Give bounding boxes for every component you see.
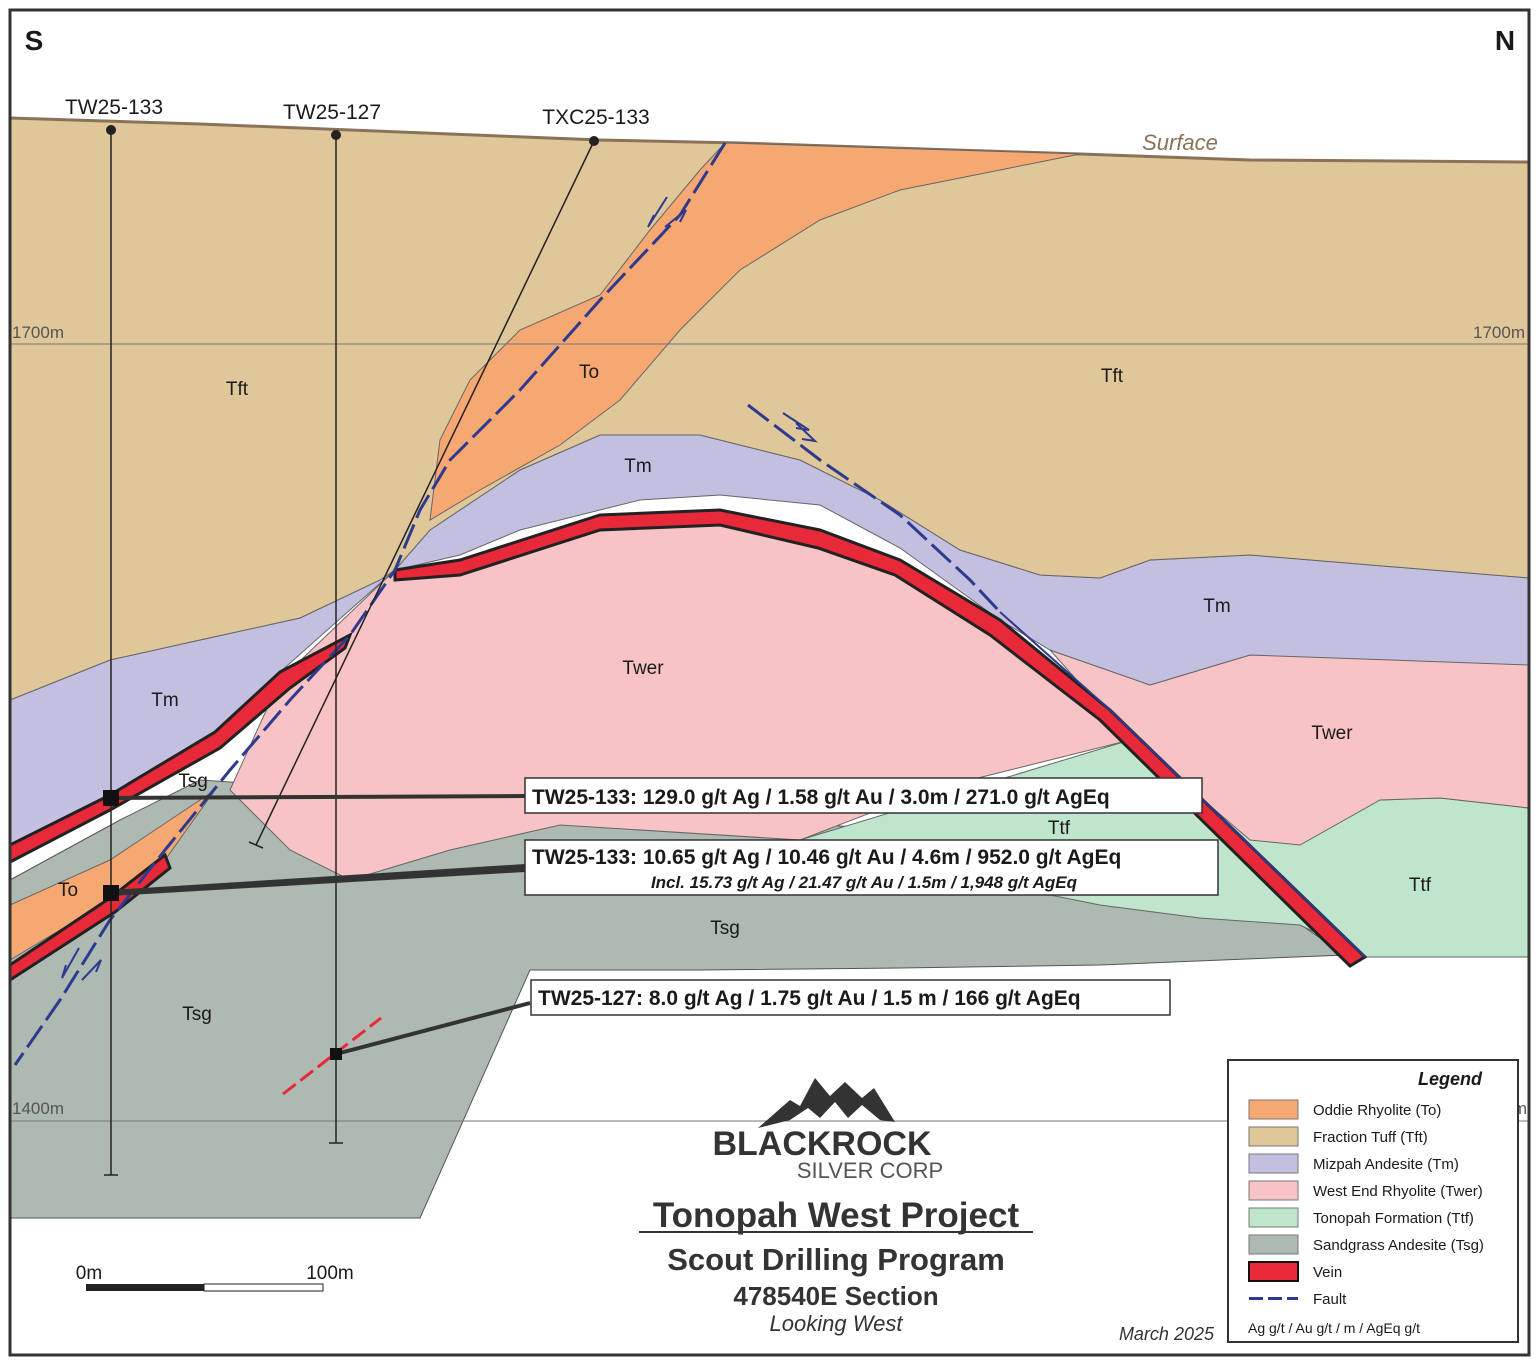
legend-item: Mizpah Andesite (Tm): [1248, 1153, 1459, 1174]
fault-arrow-6: [81, 959, 102, 981]
drill-trace-txc25-133: [255, 140, 595, 846]
leader-2: [111, 864, 525, 896]
legend-swatch: [1248, 1099, 1299, 1120]
elev-label-1700-right: 1700m: [1473, 323, 1525, 342]
title-main: Tonopah West Project: [653, 1196, 1020, 1235]
legend-swatch: [1248, 1126, 1299, 1147]
intercept-marker-3: [330, 1048, 342, 1060]
collar-tw25-127: [331, 130, 341, 140]
hole-label-tw25-133: TW25-133: [65, 96, 163, 119]
legend-item: Tonopah Formation (Ttf): [1248, 1207, 1474, 1228]
elev-label-1700-left: 1700m: [12, 323, 64, 342]
intercept-text-1: TW25-133: 129.0 g/t Ag / 1.58 g/t Au / 3…: [532, 786, 1110, 809]
fault-north-trace: [999, 611, 1366, 958]
intercept-box-1: [524, 777, 1203, 814]
legend-swatch: [1248, 1207, 1299, 1228]
fault-minor-red: [282, 1016, 382, 1096]
label-tm-center: Tm: [624, 456, 651, 477]
legend-items: Oddie Rhyolite (To) Fraction Tuff (Tft) Mi…: [1248, 1099, 1484, 1308]
fault-north: [747, 403, 1002, 614]
fault-arrow-4: [795, 422, 819, 443]
legend-item: Oddie Rhyolite (To): [1248, 1099, 1441, 1120]
leader-1: [110, 794, 526, 800]
intercept-box-2: [524, 839, 1219, 896]
label-tsg-upper: Tsg: [178, 771, 208, 792]
vein-left-upper: [8, 631, 353, 865]
legend-item-label: Sandgrass Andesite (Tsg): [1313, 1237, 1484, 1254]
legend-item-label: Fraction Tuff (Tft): [1313, 1129, 1428, 1146]
scale-label-0: 0m: [76, 1263, 102, 1284]
label-to-upper: To: [579, 362, 599, 383]
label-twer-right: Twer: [1311, 723, 1353, 744]
fault-arrow-3: [782, 412, 810, 431]
intercept-text-2: TW25-133: 10.65 g/t Ag / 10.46 g/t Au / …: [532, 846, 1121, 869]
title-view: Looking West: [770, 1311, 904, 1336]
legend-item-label: Vein: [1313, 1264, 1342, 1281]
unit-to-lower: [9, 789, 216, 961]
label-tsg-lower: Tsg: [182, 1004, 212, 1025]
vein-main: [393, 508, 1368, 968]
fault-arrow-1: [647, 196, 668, 228]
legend-item-label: Oddie Rhyolite (To): [1313, 1102, 1441, 1119]
intercept-box-3: [530, 979, 1171, 1016]
legend-item: Sandgrass Andesite (Tsg): [1248, 1234, 1484, 1255]
logo-mountain-icon: [758, 1078, 895, 1128]
legend-item-label: Mizpah Andesite (Tm): [1313, 1156, 1459, 1173]
south-label: S: [25, 25, 44, 56]
legend-item-label: Tonopah Formation (Ttf): [1313, 1210, 1474, 1227]
legend-item-label: West End Rhyolite (Twer): [1313, 1183, 1483, 1200]
title-subtitle: Scout Drilling Program: [667, 1242, 1005, 1277]
north-label: N: [1495, 25, 1515, 56]
intercept-marker-2: [103, 885, 119, 901]
logo-line2: SILVER CORP: [797, 1158, 943, 1183]
leader-3: [335, 1001, 531, 1056]
intercept-marker-1: [103, 790, 119, 806]
fault-arrow-2: [664, 209, 687, 228]
fault-arrow-5: [61, 947, 80, 979]
scale-label-100: 100m: [306, 1263, 354, 1284]
logo-line1: BLACKROCK: [712, 1125, 932, 1163]
legend-item: Fraction Tuff (Tft): [1248, 1126, 1428, 1147]
label-twer-center: Twer: [622, 658, 664, 679]
hole-label-txc25-133: TXC25-133: [542, 106, 649, 129]
title-section: 478540E Section: [733, 1281, 938, 1311]
legend-swatch: [1248, 1180, 1299, 1201]
logo: BLACKROCK SILVER CORP: [712, 1078, 943, 1183]
legend-item: West End Rhyolite (Twer): [1248, 1180, 1483, 1201]
label-tsg-center: Tsg: [710, 918, 740, 939]
legend-item-label: Fault: [1313, 1291, 1347, 1308]
label-tm-right: Tm: [1203, 596, 1230, 617]
scale-bar-dark: [86, 1284, 204, 1291]
label-tft-right: Tft: [1101, 366, 1124, 387]
date-label: March 2025: [1119, 1324, 1215, 1344]
drill-end-txc25-133: [248, 841, 264, 849]
collar-txc25-133: [589, 136, 599, 146]
label-to-lower: To: [58, 880, 78, 901]
elev-label-1400-left: 1400m: [12, 1099, 64, 1118]
intercept-text-3: TW25-127: 8.0 g/t Ag / 1.75 g/t Au / 1.5…: [538, 987, 1081, 1010]
legend-item: Fault: [1249, 1291, 1347, 1308]
label-ttf-center: Ttf: [1048, 818, 1071, 839]
label-tft-left: Tft: [226, 379, 249, 400]
collar-tw25-133: [106, 125, 116, 135]
legend-title: Legend: [1418, 1069, 1483, 1089]
scale-bar-light: [203, 1283, 324, 1292]
legend-swatch: [1248, 1261, 1299, 1282]
frame-border: [8, 8, 1531, 1357]
label-tm-left: Tm: [151, 690, 178, 711]
intercept-text-2-sub: Incl. 15.73 g/t Ag / 21.47 g/t Au / 1.5m…: [651, 873, 1078, 892]
legend-swatch: [1248, 1153, 1299, 1174]
unit-to-upper: [429, 142, 1081, 521]
label-ttf-right: Ttf: [1409, 875, 1432, 896]
hole-label-tw25-127: TW25-127: [283, 101, 381, 124]
legend-swatch: [1248, 1234, 1299, 1255]
surface-label: Surface: [1142, 130, 1218, 155]
legend-item: Vein: [1248, 1261, 1342, 1282]
legend-units-note: Ag g/t / Au g/t / m / AgEq g/t: [1248, 1320, 1420, 1336]
